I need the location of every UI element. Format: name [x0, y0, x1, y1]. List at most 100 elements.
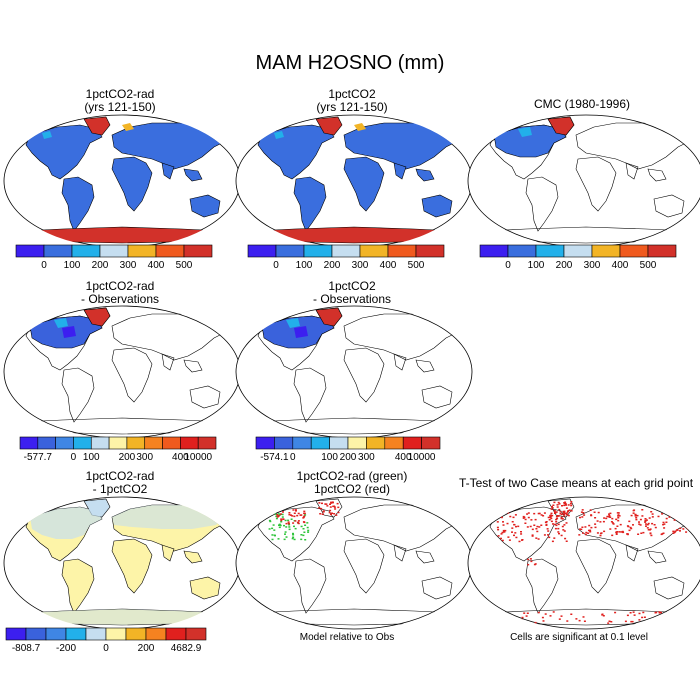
sig-cell [559, 511, 562, 513]
sig-cell [303, 510, 306, 513]
panel2-title-line1: 1pctCO2 [328, 87, 376, 101]
sig-cell [283, 538, 286, 541]
map-panel-4 [3, 305, 241, 439]
sig-cell [329, 503, 331, 505]
sig-cell [615, 532, 618, 534]
colorbar-box [145, 627, 167, 641]
colorbar-box [180, 436, 199, 450]
sig-cell [292, 509, 295, 511]
sig-cell [509, 515, 512, 518]
sig-cell [621, 530, 624, 533]
sig-cell [538, 526, 541, 528]
sig-cell [682, 528, 685, 530]
sig-cell [522, 515, 525, 518]
sig-cell [329, 509, 332, 512]
sig-cell [486, 612, 489, 614]
sig-cell [337, 511, 340, 514]
sig-cell [634, 513, 637, 516]
sig-cell [280, 521, 283, 523]
sig-cell [639, 524, 642, 526]
sig-cell [602, 615, 605, 617]
panel4-title-line1: 1pctCO2-rad [85, 279, 155, 293]
colorbar-tick-label: 500 [176, 260, 193, 271]
colorbar-tick-label: 200 [324, 260, 341, 271]
sig-cell [318, 502, 321, 504]
sig-cell [581, 526, 584, 528]
sig-cell [653, 524, 656, 526]
sig-cell [658, 611, 661, 613]
sig-cell [589, 531, 592, 533]
sig-cell [684, 510, 687, 513]
sig-cell [646, 527, 649, 529]
sig-cell [566, 513, 568, 516]
sig-cell [303, 515, 306, 517]
sig-cell [584, 526, 587, 528]
snow-patch [122, 123, 134, 131]
sig-cell [328, 511, 331, 514]
panel7-title: 1pctCO2-rad (green) 1pctCO2 (red) [232, 470, 472, 496]
colorbar-box [402, 436, 422, 450]
sig-cell [552, 611, 555, 613]
sig-cell [661, 616, 664, 619]
snow-patch [274, 131, 284, 139]
sig-cell [268, 519, 271, 522]
colorbar-box [19, 436, 39, 450]
sig-cell [662, 532, 665, 534]
sig-cell [536, 525, 539, 528]
colorbar-box [127, 244, 157, 258]
continent-australia [421, 576, 453, 600]
sig-cell [549, 615, 552, 617]
sig-cell [563, 504, 566, 507]
colorbar-box [415, 244, 445, 258]
sig-cell [292, 534, 295, 536]
sig-cell [583, 620, 586, 622]
colorbar-box [359, 244, 389, 258]
colorbar-panel-1: 0 100 200 300 400 500 [15, 244, 213, 271]
sig-cell [553, 501, 556, 504]
sig-cell [501, 539, 504, 542]
continent-india [393, 162, 407, 180]
sig-cell [565, 512, 568, 514]
panel1-title: 1pctCO2-rad (yrs 121-150) [0, 88, 240, 114]
colorbar-tick-label: 100 [83, 452, 100, 463]
colorbar-tick-label: 300 [352, 260, 369, 271]
sig-cell [547, 516, 550, 519]
sig-cell [329, 506, 332, 508]
sig-cell [300, 534, 303, 536]
sig-cell [511, 531, 513, 533]
sig-cell [502, 521, 504, 523]
sig-cell [630, 527, 633, 530]
sig-cell [290, 514, 292, 516]
sig-cell [501, 611, 504, 613]
sig-cell [634, 515, 637, 517]
panel2-title-line2: (yrs 121-150) [316, 100, 388, 114]
sig-cell [661, 513, 664, 515]
sig-cell [297, 512, 300, 515]
sig-cell [560, 516, 563, 519]
panel6-title: 1pctCO2-rad - 1pctCO2 [0, 470, 240, 496]
sig-cell [544, 613, 547, 615]
sig-cell [614, 527, 617, 530]
sig-cell [671, 618, 674, 620]
sig-cell [521, 539, 523, 541]
sig-cell [543, 512, 546, 514]
sig-cell [552, 523, 554, 525]
sig-cell [600, 532, 603, 534]
sig-cell [560, 517, 563, 520]
sig-cell [511, 527, 514, 529]
sig-cell [570, 510, 573, 512]
sig-cell [337, 506, 340, 509]
sig-cell [679, 519, 682, 521]
sig-cell [636, 514, 639, 517]
continent-africa [343, 538, 385, 594]
main-title: MAM H2OSNO (mm) [255, 52, 445, 74]
sig-cell [564, 512, 567, 514]
sig-cell [507, 512, 510, 514]
sig-cell [641, 616, 644, 619]
colorbar-box [90, 436, 110, 450]
map-panel-6 [3, 496, 241, 630]
sig-cell [278, 526, 281, 529]
greenland-region [83, 307, 111, 327]
colorbar-tick-label: 100 [321, 452, 338, 463]
sig-cell [330, 502, 333, 504]
